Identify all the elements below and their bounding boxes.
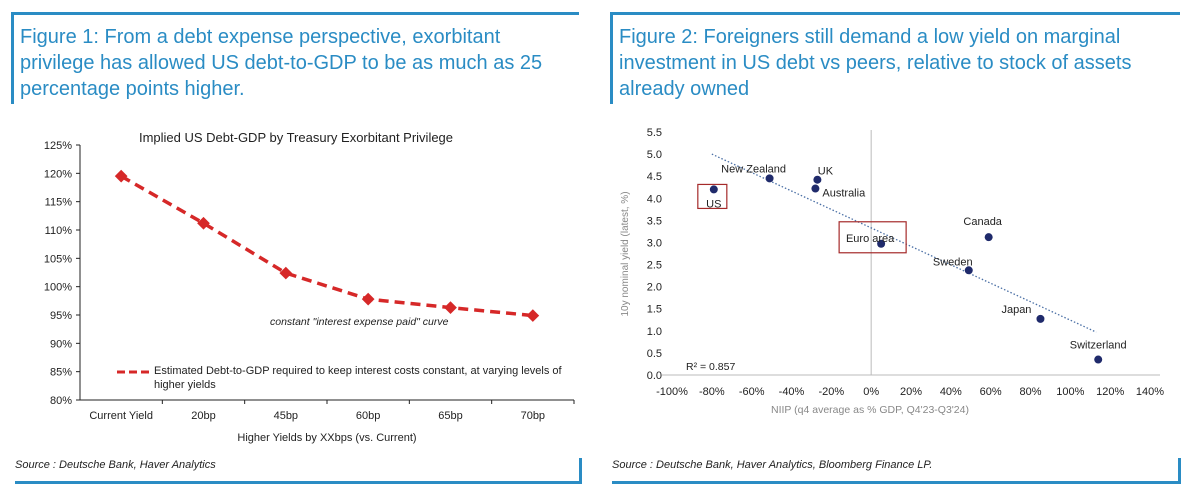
figure2-title: Figure 2: Foreigners still demand a low … — [619, 26, 1132, 100]
legend-label: Estimated Debt-to-GDP required to keep i… — [154, 365, 562, 391]
y-tick-label: 105% — [44, 253, 72, 265]
y-tick-label: 115% — [45, 197, 73, 209]
figure1-right-border — [579, 458, 582, 484]
data-point-marker — [361, 292, 375, 306]
y-tick-label: 85% — [50, 367, 72, 379]
chart1-title: Implied US Debt-GDP by Treasury Exorbita… — [139, 130, 453, 145]
y-tick-label: 120% — [44, 168, 72, 180]
figure2-source: Source : Deutsche Bank, Haver Analytics,… — [612, 459, 933, 471]
figure1-title: Figure 1: From a debt expense perspectiv… — [20, 26, 543, 100]
y-tick-label: 125% — [44, 140, 72, 152]
x-tick-label: 45bp — [274, 410, 298, 422]
figure1-left-border — [11, 12, 14, 104]
y-tick-label: 100% — [44, 282, 72, 294]
figure2-top-border — [610, 12, 1180, 15]
data-point-marker — [279, 266, 293, 280]
figure1-bottom-border — [15, 481, 582, 484]
data-point-marker — [526, 309, 540, 322]
y-tick-label: 90% — [50, 338, 72, 350]
x-tick-label: 70bp — [521, 410, 545, 422]
chart1-legend: Estimated Debt-to-GDP required to keep i… — [117, 365, 562, 391]
chart1-x-axis-title: Higher Yields by XXbps (vs. Current) — [237, 432, 416, 444]
figure1-top-border — [11, 12, 579, 15]
y-tick-label: 95% — [50, 310, 72, 322]
data-point-marker — [444, 301, 457, 314]
series-line — [120, 174, 534, 318]
figure2-bottom-border — [612, 481, 1181, 484]
figure2-left-border — [610, 12, 613, 104]
x-tick-label: 20bp — [191, 410, 215, 422]
data-point-marker — [114, 169, 128, 183]
y-tick-label: 80% — [50, 395, 72, 407]
x-tick-label: 65bp — [438, 410, 462, 422]
figure2-right-border — [1178, 458, 1181, 484]
figure1-source: Source : Deutsche Bank, Haver Analytics — [15, 459, 216, 471]
data-point-marker — [197, 216, 210, 230]
chart1-annotation: constant "interest expense paid" curve — [270, 316, 449, 328]
y-tick-label: 110% — [45, 225, 73, 237]
x-tick-label: Current Yield — [89, 410, 153, 422]
x-tick-label: 60bp — [356, 410, 380, 422]
